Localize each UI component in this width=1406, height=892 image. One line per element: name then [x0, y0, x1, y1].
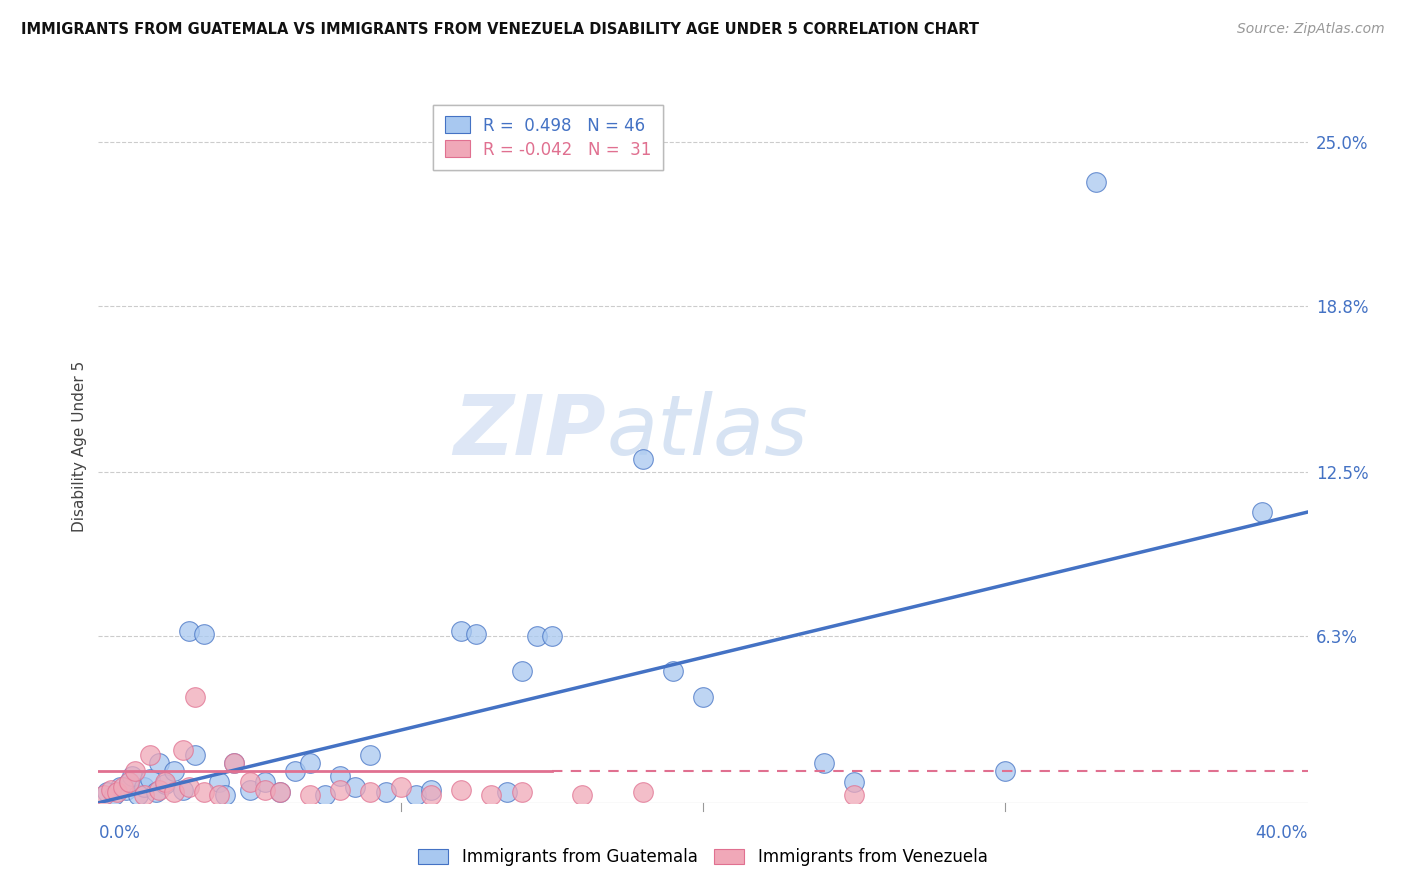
Point — [465, 626, 488, 640]
Point — [662, 664, 685, 678]
Point — [329, 782, 352, 797]
Point — [360, 785, 382, 799]
Point — [124, 764, 146, 778]
Point — [571, 788, 593, 802]
Point — [163, 764, 186, 778]
Point — [299, 788, 322, 802]
Point — [193, 785, 215, 799]
Point — [118, 774, 141, 789]
Point — [813, 756, 835, 771]
Legend: Immigrants from Guatemala, Immigrants from Venezuela: Immigrants from Guatemala, Immigrants fr… — [411, 840, 995, 875]
Point — [495, 785, 517, 799]
Point — [193, 626, 215, 640]
Point — [844, 788, 866, 802]
Point — [284, 764, 307, 778]
Point — [389, 780, 412, 794]
Point — [526, 629, 548, 643]
Text: 0.0%: 0.0% — [98, 824, 141, 842]
Point — [139, 748, 162, 763]
Point — [269, 785, 291, 799]
Point — [148, 782, 170, 797]
Text: 40.0%: 40.0% — [1256, 824, 1308, 842]
Point — [114, 782, 136, 797]
Point — [153, 777, 176, 791]
Text: atlas: atlas — [606, 392, 808, 472]
Point — [179, 624, 201, 638]
Y-axis label: Disability Age Under 5: Disability Age Under 5 — [72, 360, 87, 532]
Point — [208, 774, 231, 789]
Point — [510, 785, 533, 799]
Point — [121, 769, 143, 783]
Point — [145, 785, 167, 799]
Point — [139, 772, 162, 786]
Point — [299, 756, 322, 771]
Point — [994, 764, 1017, 778]
Point — [481, 788, 503, 802]
Point — [450, 782, 472, 797]
Text: Source: ZipAtlas.com: Source: ZipAtlas.com — [1237, 22, 1385, 37]
Point — [450, 624, 472, 638]
Point — [93, 788, 115, 802]
Point — [184, 748, 207, 763]
Point — [510, 664, 533, 678]
Point — [329, 769, 352, 783]
Point — [103, 788, 125, 802]
Point — [111, 780, 134, 794]
Point — [420, 788, 443, 802]
Point — [1251, 505, 1274, 519]
Legend: R =  0.498   N = 46, R = -0.042   N =  31: R = 0.498 N = 46, R = -0.042 N = 31 — [433, 104, 664, 170]
Point — [100, 782, 122, 797]
Point — [239, 782, 262, 797]
Point — [692, 690, 714, 704]
Point — [172, 743, 194, 757]
Point — [405, 788, 427, 802]
Point — [224, 756, 246, 771]
Point — [153, 774, 176, 789]
Point — [184, 690, 207, 704]
Point — [631, 785, 654, 799]
Point — [344, 780, 367, 794]
Point — [360, 748, 382, 763]
Point — [108, 780, 131, 794]
Point — [132, 780, 155, 794]
Point — [239, 774, 262, 789]
Point — [148, 756, 170, 771]
Point — [208, 788, 231, 802]
Point — [420, 782, 443, 797]
Point — [269, 785, 291, 799]
Point — [541, 629, 564, 643]
Point — [163, 785, 186, 799]
Point — [105, 785, 128, 799]
Point — [214, 788, 236, 802]
Point — [374, 785, 396, 799]
Point — [1085, 175, 1108, 189]
Point — [118, 774, 141, 789]
Point — [631, 452, 654, 467]
Point — [253, 782, 276, 797]
Text: IMMIGRANTS FROM GUATEMALA VS IMMIGRANTS FROM VENEZUELA DISABILITY AGE UNDER 5 CO: IMMIGRANTS FROM GUATEMALA VS IMMIGRANTS … — [21, 22, 979, 37]
Point — [314, 788, 336, 802]
Point — [172, 782, 194, 797]
Text: ZIP: ZIP — [454, 392, 606, 472]
Point — [96, 785, 118, 799]
Point — [132, 788, 155, 802]
Point — [127, 788, 149, 802]
Point — [224, 756, 246, 771]
Point — [179, 780, 201, 794]
Point — [253, 774, 276, 789]
Point — [844, 774, 866, 789]
